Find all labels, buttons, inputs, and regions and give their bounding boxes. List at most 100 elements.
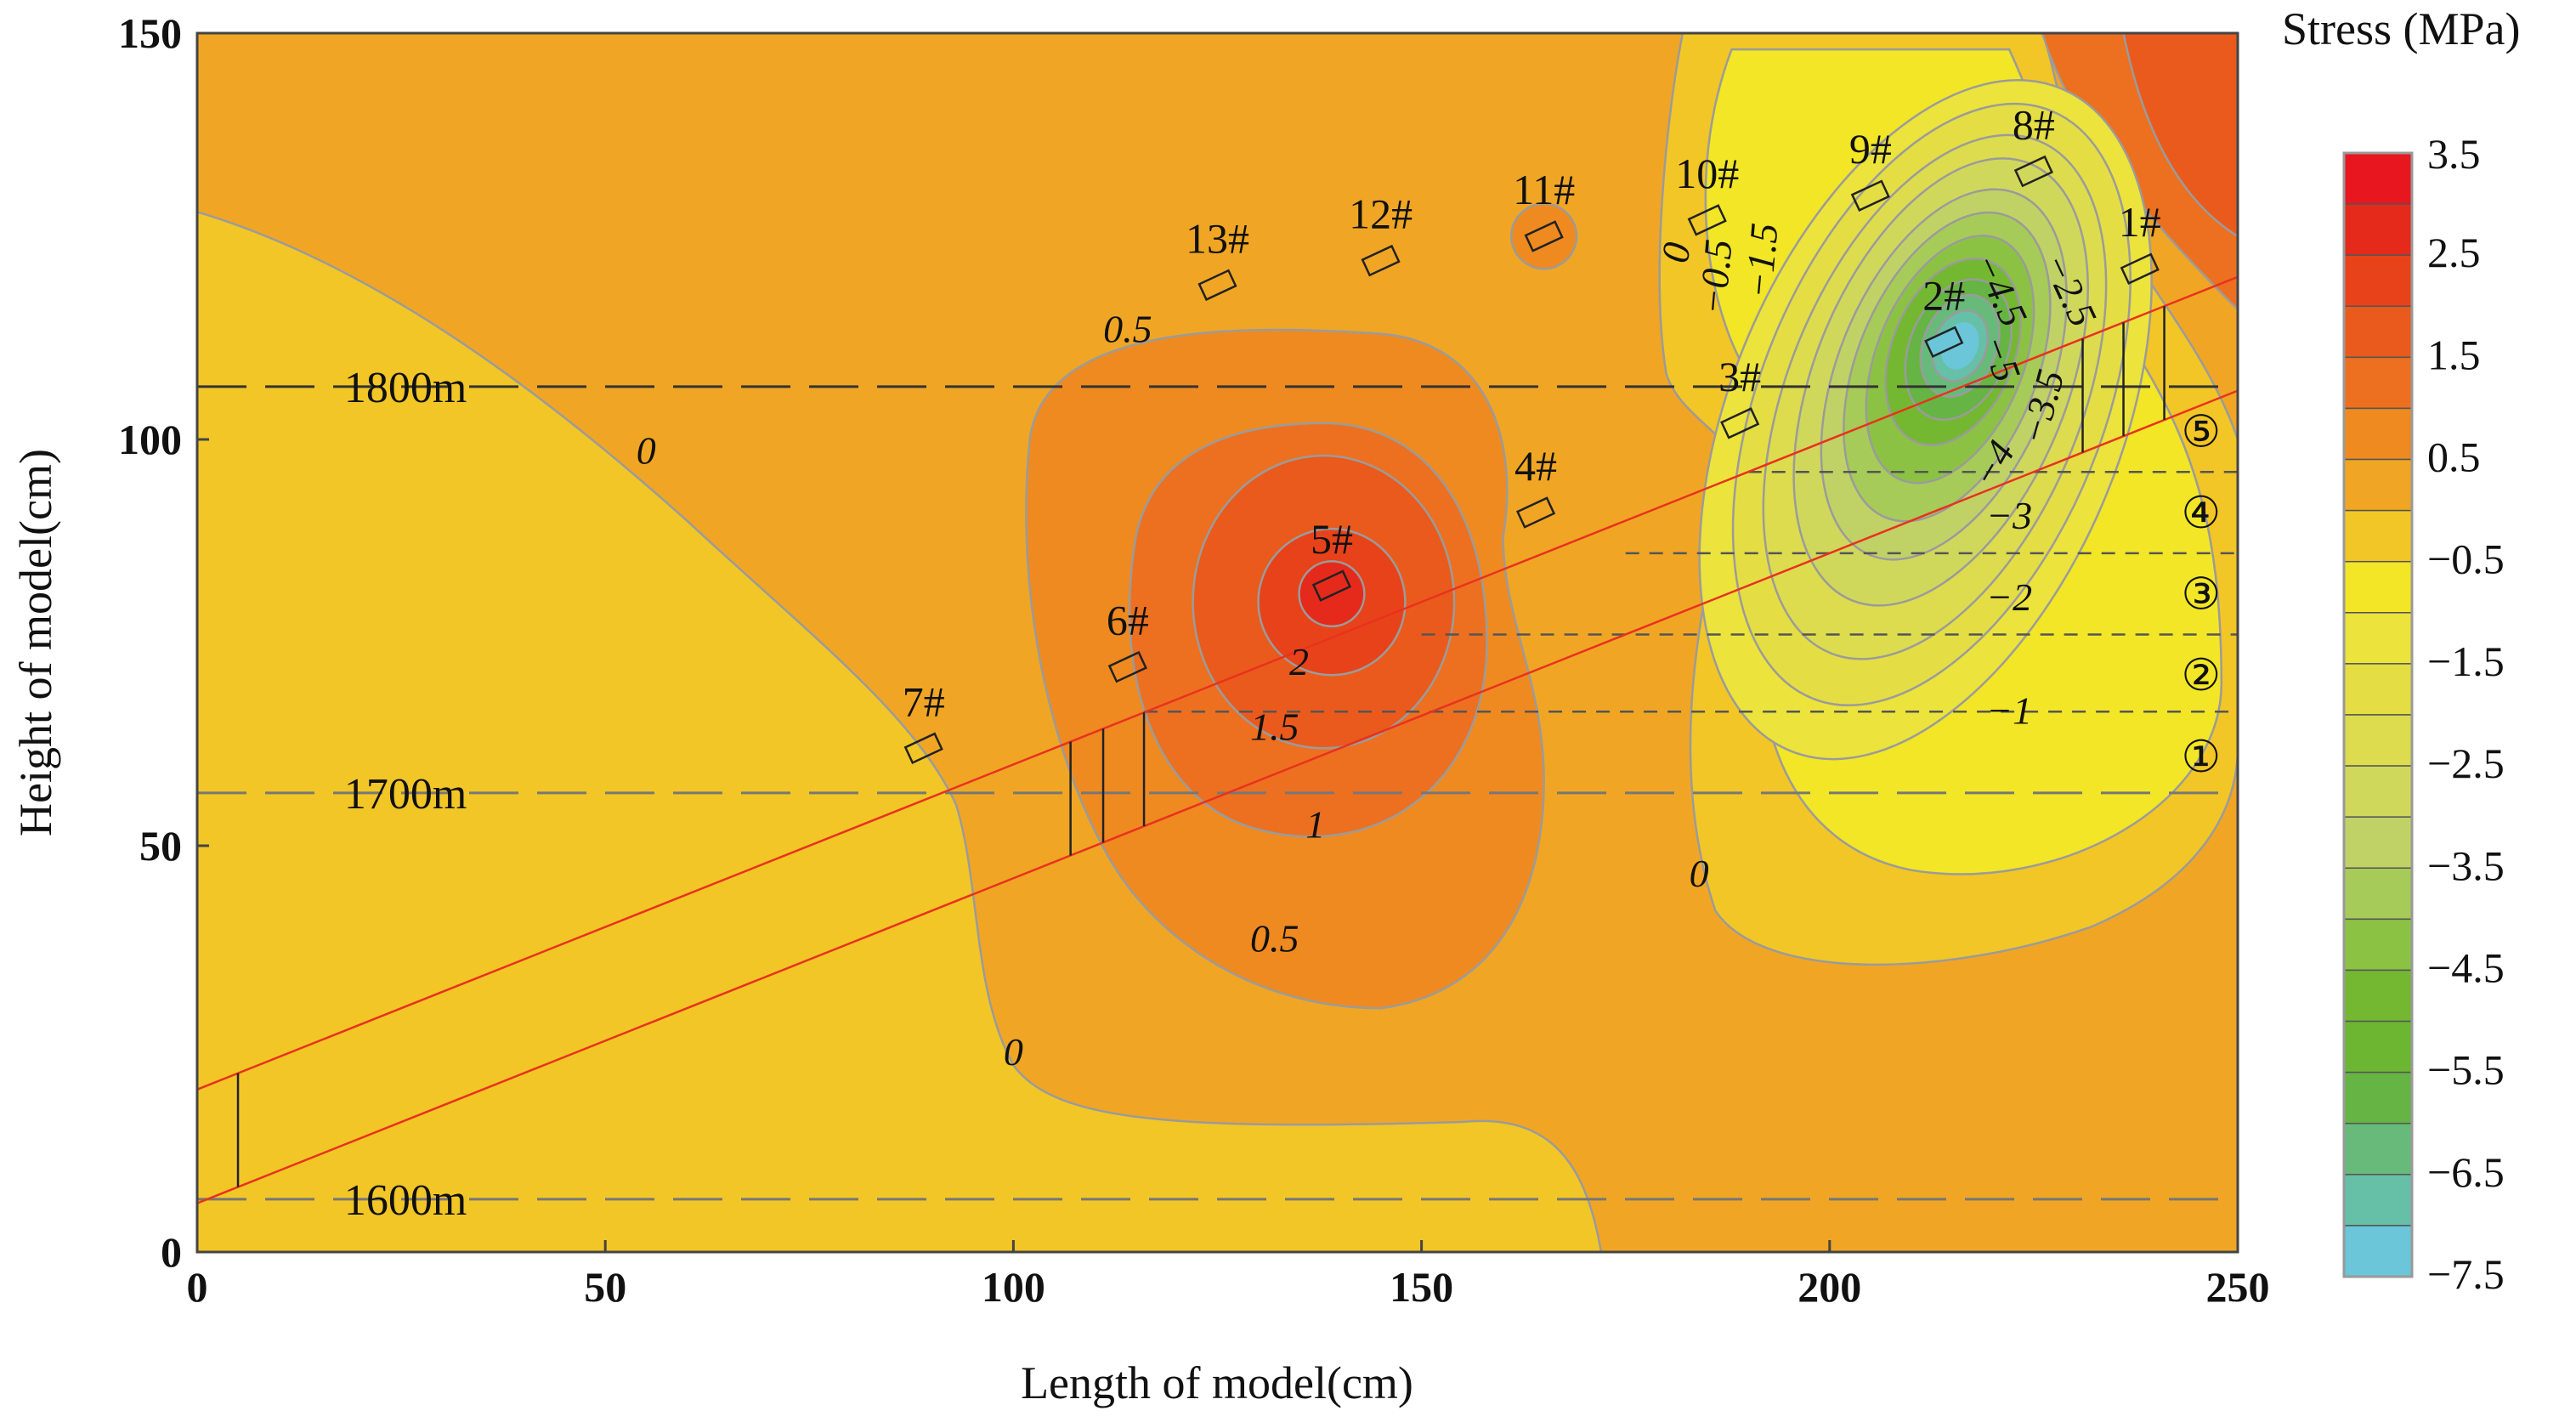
measuring-point-label: 2# (1922, 271, 1965, 319)
colorbar-band (2343, 560, 2413, 614)
colorbar-tick-label: −4.5 (2427, 943, 2505, 991)
measuring-point-label: 6# (1107, 597, 1149, 644)
contour-label: −2 (1986, 575, 2032, 619)
depth-label: 1800m (344, 364, 467, 412)
measuring-point-marker (2013, 155, 2054, 188)
colorbar-tick-label: −6.5 (2427, 1148, 2505, 1196)
coal-seam-boundary-line (196, 389, 2239, 1204)
contour-label: −3 (1986, 494, 2032, 537)
measuring-point-marker (1197, 269, 1237, 302)
colorbar-band (2343, 458, 2413, 512)
contour-field (197, 33, 2238, 1252)
measuring-point-marker (1850, 179, 1890, 212)
contour-band-2.5-to-3 (1299, 561, 1365, 626)
measuring-point-marker (1311, 569, 1352, 602)
colorbar-band (2343, 509, 2413, 563)
measuring-point-label: 11# (1513, 166, 1575, 213)
colorbar-band (2343, 663, 2413, 716)
layer-number-label: ① (2181, 734, 2221, 782)
x-tick-label: 250 (2206, 1263, 2270, 1311)
colorbar-band (2343, 816, 2413, 870)
contour-label: 0.5 (1250, 916, 1299, 960)
colorbar-title: Stress (MPa) (2282, 3, 2521, 54)
measuring-point-marker (1687, 204, 1727, 236)
colorbar-tick-label: −1.5 (2427, 637, 2505, 685)
contour-band-11-orange (1511, 204, 1577, 269)
coal-seam-boundary-line (196, 275, 2239, 1091)
layer-number-label: ② (2181, 652, 2221, 700)
colorbar-band (2343, 356, 2413, 410)
measuring-point-marker (1107, 650, 1147, 683)
colorbar-band (2343, 305, 2413, 359)
measuring-point-label: 5# (1311, 515, 1353, 563)
colorbar-band (2343, 867, 2413, 921)
layer-number-label: ③ (2181, 571, 2221, 620)
x-axis-label: Length of model(cm) (1021, 1357, 1413, 1408)
contour-band-topright-1.5-to-2 (2124, 33, 2238, 236)
y-axis-label: Height of model(cm) (10, 449, 61, 836)
colorbar-band (2343, 203, 2413, 256)
y-tick-label: 50 (139, 822, 182, 870)
measuring-point-label: 4# (1514, 442, 1557, 490)
colorbar-band (2343, 714, 2413, 767)
colorbar-tick-label: 2.5 (2427, 229, 2481, 276)
colorbar-tick-label: 0.5 (2427, 433, 2481, 481)
contour-label: −0.5 (1690, 237, 1741, 316)
colorbar-band (2343, 918, 2413, 972)
y-tick-label: 0 (161, 1228, 182, 1276)
layer-number-label: ④ (2181, 490, 2221, 538)
colorbar-tick-label: −3.5 (2427, 841, 2505, 889)
measuring-point-label: 8# (2013, 101, 2055, 149)
colorbar-band (2343, 1071, 2413, 1125)
x-tick-label: 150 (1390, 1263, 1453, 1311)
depth-label: 1700m (344, 770, 467, 819)
measuring-point-marker (1515, 496, 1556, 529)
colorbar-band (2343, 152, 2413, 205)
layer-number-label: ⑤ (2181, 408, 2221, 456)
y-tick-label: 150 (118, 9, 182, 57)
colorbar-band (2343, 254, 2413, 308)
colorbar-band (2343, 1122, 2413, 1176)
measuring-point-marker (1924, 326, 1964, 359)
measuring-point-marker (903, 732, 943, 765)
x-tick-label: 50 (584, 1263, 626, 1311)
colorbar-band (2343, 1020, 2413, 1074)
colorbar-tick-label: −7.5 (2427, 1250, 2505, 1298)
contour-label: 0 (637, 429, 656, 473)
colorbar: 3.5 2.5 1.5 0.5 −0.5 −1.5 −2.5 −3.5 −4.5 −5.5 −6.5… (2342, 130, 2505, 1298)
contour-label: 0.5 (1103, 307, 1152, 350)
contour-label: 0 (1690, 852, 1709, 895)
measuring-point-marker (1720, 407, 1760, 439)
x-tick-label: 0 (187, 1263, 208, 1311)
colorbar-band (2343, 1225, 2413, 1278)
depth-label: 1600m (344, 1176, 467, 1225)
colorbar-frame (2342, 151, 2414, 1278)
contour-label: −1 (1986, 689, 2032, 733)
colorbar-tick-label: 1.5 (2427, 331, 2481, 378)
colorbar-band (2343, 407, 2413, 461)
colorbar-tick-label: −2.5 (2427, 739, 2505, 787)
measuring-point-label: 13# (1186, 214, 1249, 262)
x-tick-label: 100 (982, 1263, 1045, 1311)
colorbar-tick-label: 3.5 (2427, 130, 2481, 178)
contour-label: −1.5 (1736, 221, 1786, 300)
colorbar-tick-label: −5.5 (2427, 1046, 2505, 1094)
measuring-point-marker (2120, 252, 2160, 285)
contour-label: 2 (1289, 640, 1309, 683)
colorbar-band (2343, 612, 2413, 665)
measuring-point-label: 7# (903, 677, 945, 725)
measuring-point-label: 12# (1349, 190, 1413, 238)
contour-label: 0 (1004, 1030, 1023, 1074)
x-tick-label: 200 (1798, 1263, 1861, 1311)
measuring-point-label: 1# (2119, 198, 2161, 246)
contour-band-left-neg0.5-to-0 (197, 212, 1601, 1252)
contour-label: 1.5 (1250, 705, 1299, 749)
measuring-point-label: 9# (1849, 125, 1892, 173)
colorbar-band (2343, 969, 2413, 1023)
contour-label: 1 (1305, 802, 1325, 846)
colorbar-band (2343, 765, 2413, 818)
colorbar-band (2343, 1174, 2413, 1227)
colorbar-tick-label: −0.5 (2427, 535, 2505, 583)
overlay-layer: 1800m 1700m 1600m 1# 2# 3# 4# 5# 6# 7# 8# 9# 10# 11# 1… (196, 101, 2239, 1225)
